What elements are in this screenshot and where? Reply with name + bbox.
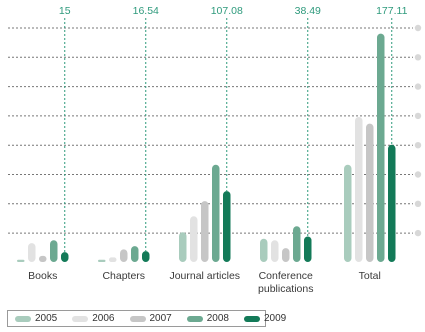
bar-group-total (344, 33, 396, 262)
legend-swatch (72, 315, 89, 322)
category-label: Chapters (102, 270, 145, 282)
bar-2007-journal-articles (201, 201, 209, 262)
axis-tick-dot (414, 229, 422, 237)
legend-item-2007: 2007 (129, 313, 172, 324)
bar-2006-total (355, 117, 363, 262)
bar-2005-total (344, 164, 352, 262)
legend: 2005 2006 2007 2008 2009 (7, 310, 286, 327)
bar-2008-journal-articles (212, 164, 220, 262)
bar-2009-chapters (142, 251, 150, 262)
axis-tick-dot (414, 83, 422, 90)
legend-item-2009: 2009 (244, 313, 286, 324)
legend-label: 2009 (264, 313, 287, 324)
value-label: 38.49 (295, 5, 321, 17)
bar-2007-books (39, 255, 47, 262)
category-label: Total (359, 270, 381, 282)
bar-group-conference-publications (260, 226, 312, 262)
bar-2007-total (366, 123, 374, 262)
legend-label: 2008 (206, 313, 229, 324)
legend-item-2006: 2006 (72, 313, 115, 324)
legend-label: 2006 (92, 313, 115, 324)
bar-2007-conference-publications (282, 248, 290, 262)
bar-2005-books (17, 259, 25, 262)
bar-2008-chapters (131, 246, 139, 262)
bar-2009-books (61, 252, 69, 262)
bar-2008-conference-publications (293, 226, 301, 262)
value-label: 15 (59, 5, 71, 17)
category-label: Journal articles (169, 270, 240, 282)
bar-2008-books (50, 240, 58, 262)
bar-2008-total (377, 33, 385, 262)
value-label: 16.54 (133, 5, 159, 17)
bar-2005-chapters (98, 259, 106, 262)
bar-2006-chapters (109, 257, 117, 262)
bar-group-chapters (98, 246, 150, 262)
value-label: 107.08 (211, 5, 243, 17)
bar-2005-conference-publications (260, 238, 268, 262)
legend-swatch (15, 315, 31, 322)
axis-tick-dot (414, 142, 422, 149)
bar-2006-conference-publications (271, 240, 279, 262)
legend-swatch (244, 315, 260, 322)
axis-tick-dot (414, 171, 422, 178)
bar-2009-conference-publications (304, 236, 312, 262)
bar-2009-journal-articles (223, 191, 231, 262)
value-label: 177.11 (376, 5, 407, 17)
axis-tick-dot (414, 24, 422, 32)
bar-group-books (17, 240, 69, 262)
axis-tick-dot (414, 112, 422, 120)
bar-group-journal-articles (179, 164, 231, 262)
bar-2005-journal-articles (179, 232, 187, 262)
legend-swatch (186, 315, 203, 322)
bar-2006-books (28, 243, 36, 262)
legend-label: 2005 (35, 313, 58, 324)
legend-swatch (129, 315, 146, 322)
legend-label: 2007 (149, 313, 172, 324)
axis-tick-dot (414, 200, 422, 207)
bar-2006-journal-articles (190, 216, 198, 262)
category-label: Books (28, 270, 57, 282)
axis-tick-dot (414, 54, 422, 61)
category-label: Conference publications (258, 270, 313, 295)
bar-2009-total (388, 144, 396, 262)
bar-2007-chapters (120, 249, 128, 262)
legend-item-2008: 2008 (186, 313, 229, 324)
legend-item-2005: 2005 (15, 313, 57, 324)
